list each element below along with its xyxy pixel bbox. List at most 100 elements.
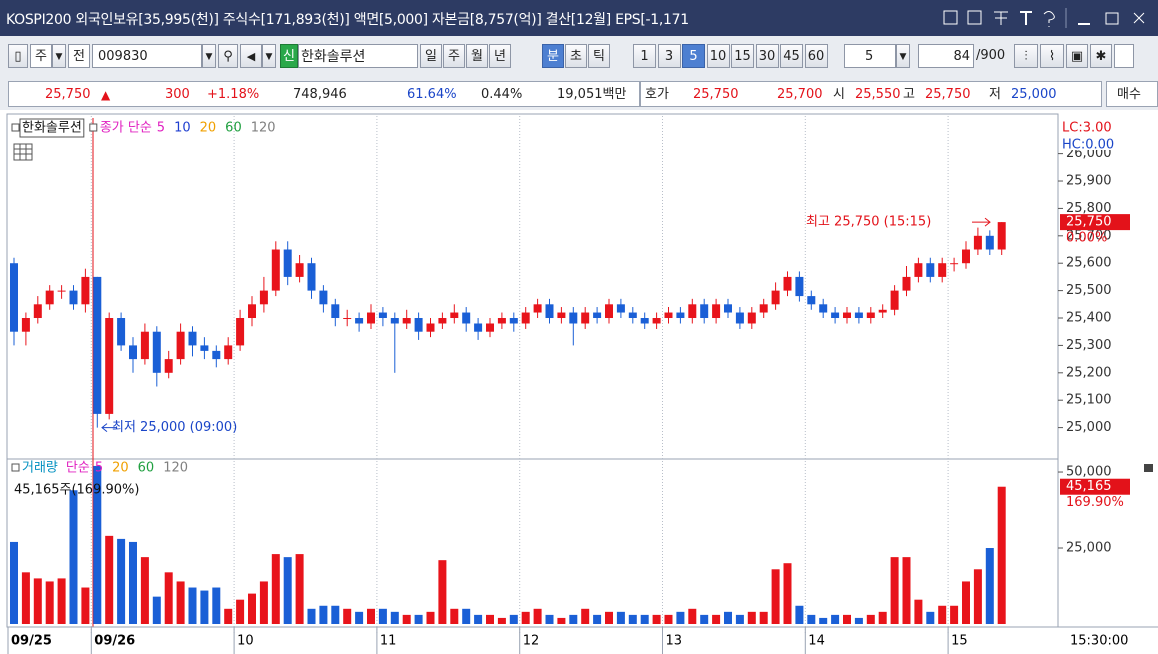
stock-name[interactable]: 한화솔루션 [298,44,418,68]
icon[interactable] [943,10,958,25]
volume-bar [890,557,899,624]
candle-body [319,290,328,305]
interval-tab[interactable]: 10 [706,44,730,68]
volume-bar [343,608,352,624]
search-button[interactable]: ⚲ [218,44,238,68]
candle-body [283,249,292,277]
interval-tab[interactable]: 15 [731,44,754,68]
interval-tab[interactable]: 60 [804,44,828,68]
candle-body [783,276,792,291]
candle-body [509,318,518,324]
volume-bar [962,581,970,624]
icon[interactable] [967,10,982,25]
volume-bar [414,614,423,624]
period-tab[interactable]: 분 [542,44,564,68]
buy-button[interactable]: 매수 [1106,81,1158,107]
volume-bar [985,548,994,624]
dropdown[interactable]: ▼ [52,44,66,68]
volume-bar [248,593,256,624]
count-input[interactable]: 84 [918,44,974,68]
candle-body [236,318,245,346]
volume-bar [224,608,233,624]
table-icon[interactable] [13,143,33,161]
code-input[interactable]: 009830 [92,44,202,68]
volume-bar [33,578,42,624]
icon[interactable] [1020,11,1032,25]
period-unit[interactable]: 주 [30,44,52,68]
volume-bar [664,614,673,624]
checkbox[interactable] [1114,44,1134,68]
candle-body [521,312,530,324]
volume-bar [783,563,792,624]
interval-tab[interactable]: 30 [755,44,779,68]
volume-bar [747,611,756,624]
candle-body [581,312,590,324]
candle-body [795,276,804,297]
dropdown[interactable]: ▼ [262,44,276,68]
y-tick-label: 25,900 [1066,174,1112,189]
legend-name: 한화솔루션 [22,121,82,136]
low-arrow [101,423,116,432]
volume-bar [652,614,661,624]
interval-tab[interactable]: 3 [657,44,681,68]
volume: 748,946 [293,87,347,102]
interval-tab[interactable]: 1 [633,44,656,68]
period-tab[interactable]: 일 [420,44,442,68]
price-basis[interactable]: 전 [68,44,90,68]
x-tick-label: 10 [237,634,254,649]
panel-button[interactable] [1144,464,1153,472]
dropdown[interactable]: ▼ [202,44,216,68]
candle-body [450,312,459,319]
close[interactable] [1133,12,1145,24]
title: KOSPI200 외국인보유[35,995(천)] 주식수[171,893(천)… [6,12,689,28]
sound-button[interactable]: ◀ [240,44,262,68]
candle-body [93,276,102,414]
volume-bar [450,608,459,624]
window-icons [943,8,1145,28]
interval-tab[interactable]: 5 [682,44,705,68]
volume-bar [105,535,114,624]
candle-body [105,318,114,414]
volume-bar [878,611,887,624]
candle-body [724,304,732,313]
period-tab[interactable]: 년 [489,44,511,68]
candle-body [640,318,649,324]
current-volume: 45,165 [1066,479,1112,494]
period-tab[interactable]: 주 [443,44,465,68]
volume-bar [997,486,1006,624]
tool-button[interactable]: ⌇ [1040,44,1064,68]
dropdown[interactable]: ▼ [896,44,910,68]
icon[interactable] [994,11,1008,25]
hc-bg [1060,138,1130,150]
candle-body [890,290,899,310]
candle-body [807,296,816,305]
candle-body [878,309,887,313]
save-button[interactable]: ▣ [1066,44,1088,68]
candle-body [438,318,447,324]
volume-bar [593,614,602,624]
tool-button[interactable]: ⫶ [1014,44,1038,68]
period-tab[interactable]: 틱 [588,44,610,68]
icon-button[interactable]: ▯ [8,44,28,68]
label: 저 [989,87,1001,102]
interval-input[interactable]: 5 [844,44,896,68]
maximize[interactable] [1105,12,1119,25]
interval-tab[interactable]: 45 [780,44,803,68]
candle-body [378,312,387,319]
settings-button[interactable]: ✱ [1090,44,1112,68]
volume-bar [402,614,411,624]
legend-item: 5 [95,461,103,476]
volume-bar [69,490,78,624]
volume-bar [331,605,340,624]
volume-bar [866,614,875,624]
amount: 19,051백만 [557,87,627,102]
icon[interactable] [1043,11,1055,28]
period-tab[interactable]: 초 [565,44,587,68]
title-bar: KOSPI200 외국인보유[35,995(천)] 주식수[171,893(천)… [0,0,1158,36]
period-tab[interactable]: 월 [466,44,488,68]
chart: 09/25 09/26 10 11 12 13 14 15 15:30:00 25,000 25,1… [0,110,1158,654]
candle-body [188,331,197,346]
candle-body [985,235,994,250]
legend-item: 120 [251,121,276,136]
legend-item: 10 [174,121,191,136]
